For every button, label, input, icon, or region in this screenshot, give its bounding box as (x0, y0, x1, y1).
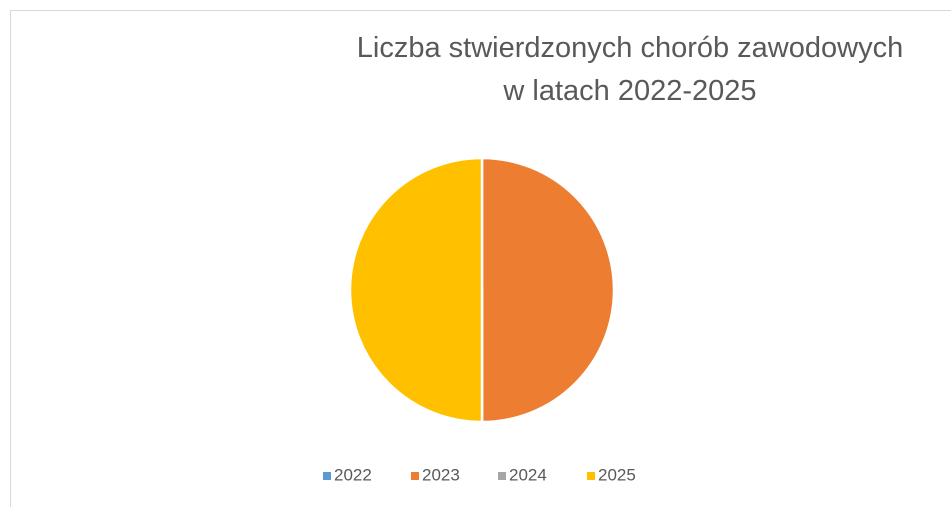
legend-marker (498, 472, 506, 480)
pie-slice (480, 156, 616, 424)
legend-label: 2024 (509, 465, 547, 484)
chart-title: w latach 2022-2025 (502, 75, 756, 107)
legend-marker (323, 472, 331, 480)
legend-label: 2022 (334, 465, 372, 484)
legend-label: 2025 (598, 465, 636, 484)
legend-marker (587, 472, 595, 480)
chart-title: Liczba stwierdzonych chorób zawodowych (357, 32, 903, 64)
legend-marker (411, 472, 419, 480)
pie-slice (348, 156, 484, 424)
legend-label: 2023 (422, 465, 460, 484)
